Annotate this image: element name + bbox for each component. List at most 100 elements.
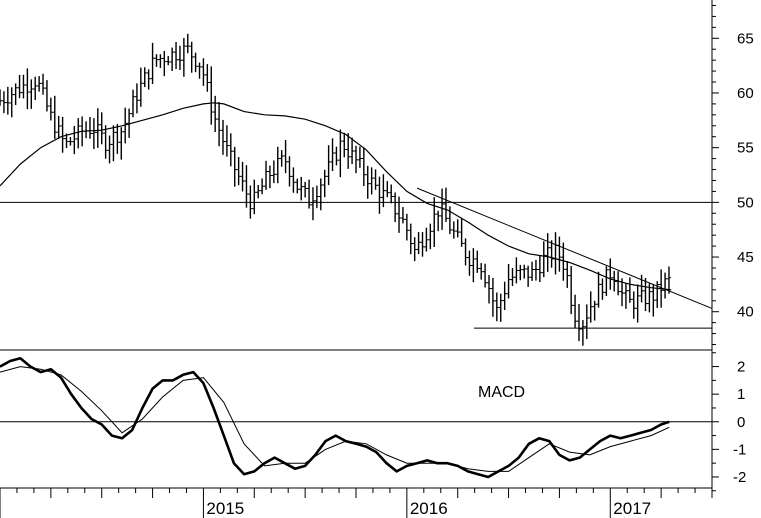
ohlc-bar (459, 218, 464, 247)
ohlc-bar (373, 169, 378, 190)
price-ticks: 40 45 50 55 60 65 (712, 4, 754, 346)
ohlc-bar (87, 117, 92, 139)
ohlc-bar (369, 167, 374, 195)
ohlc-bar (52, 95, 57, 139)
ohlc-bar (342, 132, 347, 158)
ohlc-bar (553, 232, 558, 275)
ohlc-bar (103, 125, 108, 159)
price-tick-label: 50 (737, 194, 754, 211)
ohlc-bar (205, 64, 210, 92)
ohlc-bar (174, 42, 179, 69)
price-tick-label: 60 (737, 85, 754, 102)
ohlc-bar (303, 181, 308, 198)
ohlc-bar (162, 50, 167, 77)
ohlc-bar (271, 160, 276, 184)
ohlc-bar (549, 240, 554, 268)
ohlc-bar (393, 192, 398, 223)
ohlc-bar (365, 165, 370, 199)
ohlc-bar (666, 266, 671, 294)
ohlc-bar (29, 79, 34, 109)
ohlc-bar (389, 184, 394, 204)
ohlc-bar (346, 133, 351, 169)
year-label: 2015 (206, 499, 244, 518)
ohlc-bar (436, 210, 441, 232)
ohlc-bar (404, 213, 409, 241)
ohlc-bar (354, 145, 358, 174)
ohlc-bar (181, 38, 186, 77)
ohlc-bar (510, 267, 515, 287)
ohlc-bar (99, 112, 104, 145)
ohlc-bar (150, 42, 155, 85)
ohlc-bar (408, 223, 413, 255)
price-tick-label: 55 (737, 140, 754, 157)
year-label: 2016 (410, 499, 448, 518)
ohlc-bar (228, 133, 233, 167)
ohlc-bar (381, 174, 386, 208)
ohlc-bar (142, 67, 147, 88)
ohlc-bar (338, 129, 343, 178)
ohlc-bar (616, 271, 621, 296)
ohlc-bar (123, 107, 128, 144)
price-tick-label: 40 (737, 304, 754, 321)
ohlc-bar (213, 95, 218, 132)
ohlc-bar (627, 277, 632, 303)
ohlc-bar (569, 266, 574, 315)
ohlc-bar (631, 291, 636, 319)
ohlc-bar (232, 146, 237, 187)
ohlc-bar (490, 277, 495, 317)
ohlc-bar (565, 261, 570, 288)
ohlc-bar (295, 178, 300, 194)
ohlc-bar (592, 300, 597, 321)
ohlc-bar (0, 89, 2, 106)
ohlc-bar (479, 263, 484, 280)
macd-tick-label: -2 (733, 469, 746, 486)
ohlc-bar (84, 121, 89, 139)
ohlc-bar (447, 206, 452, 235)
ohlc-bar (651, 283, 656, 317)
ohlc-bar (424, 227, 429, 252)
macd-line (0, 357, 670, 479)
ohlc-bar (310, 187, 315, 221)
ohlc-bar (655, 281, 660, 308)
ohlc-bar (377, 176, 382, 214)
ohlc-bar (299, 176, 304, 201)
ohlc-bar (541, 241, 546, 278)
ohlc-bar (416, 232, 421, 255)
ohlc-bar (91, 118, 96, 150)
ohlc-bar (483, 263, 488, 288)
ohlc-bar (443, 187, 448, 222)
price-panel: 40 45 50 55 60 65 (0, 0, 754, 350)
ohlc-bar (41, 73, 46, 95)
ohlc-bar (623, 283, 628, 309)
ohlc-bar (647, 283, 652, 313)
ohlc-bar (244, 165, 249, 208)
time-ticks: 2015 2016 2017 (0, 488, 713, 518)
ohlc-bar (72, 125, 77, 155)
ohlc-bar (267, 165, 272, 189)
ohlc-bar (573, 294, 578, 328)
ohlc-bar (44, 80, 49, 112)
macd-tick-label: 1 (737, 386, 745, 403)
ohlc-bar (80, 116, 85, 147)
ohlc-bar (639, 274, 644, 303)
macd-panel: -2 -1 0 1 2 MACD (0, 350, 746, 492)
ohlc-bar (37, 76, 42, 92)
ohlc-bar (25, 68, 30, 110)
ohlc-bar (279, 150, 284, 167)
ohlc-bar (166, 55, 171, 66)
ohlc-bar (76, 118, 81, 149)
ohlc-bar (17, 74, 22, 99)
ohlc-bar (576, 303, 581, 342)
ohlc-bar (107, 135, 112, 164)
ohlc-bar (475, 250, 480, 273)
ohlc-bar (224, 125, 229, 157)
ohlc-bar (185, 33, 190, 54)
ohlc-bar (209, 66, 214, 125)
ohlc-bar (158, 54, 163, 68)
ohlc-bar (428, 223, 433, 250)
ohlc-bar (561, 242, 566, 281)
ohlc-bar (530, 261, 535, 281)
macd-tick-label: -1 (733, 441, 746, 458)
time-axis: 2015 2016 2017 (0, 487, 713, 518)
macd-tick-label: 0 (737, 414, 745, 431)
